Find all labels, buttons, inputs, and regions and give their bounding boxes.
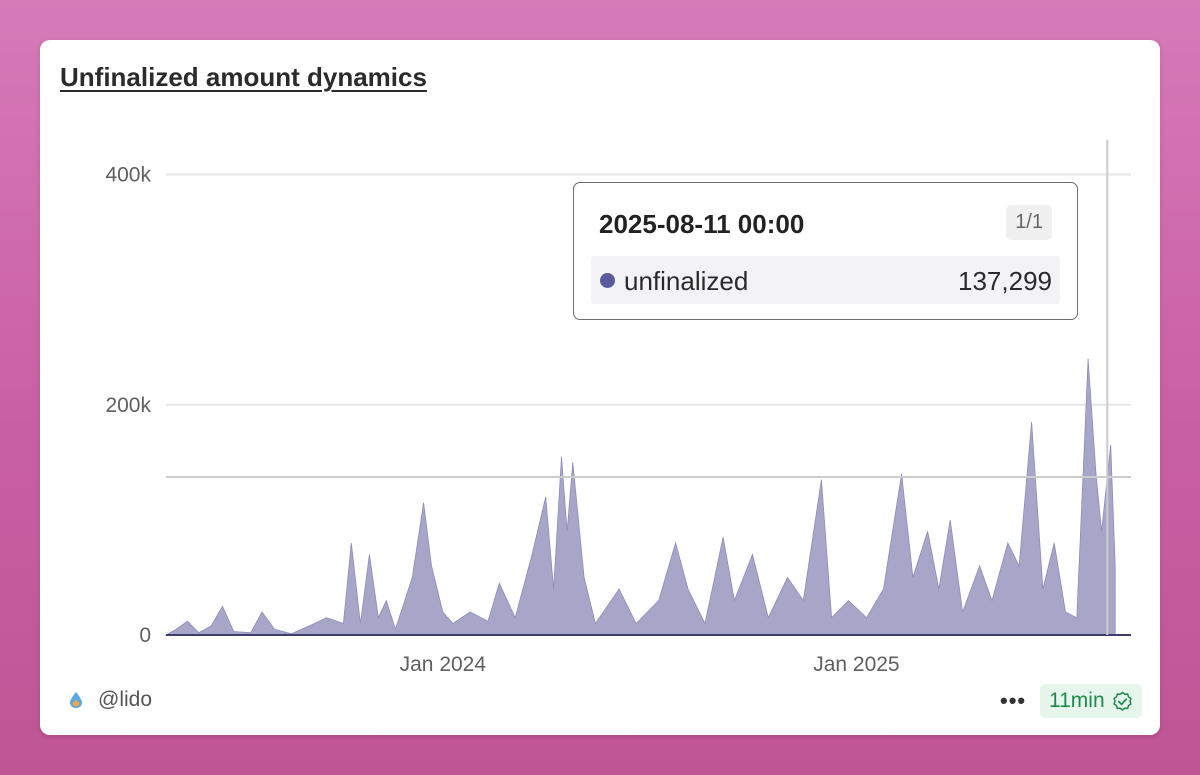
more-options-button[interactable]: ••• — [1000, 688, 1027, 713]
author-link[interactable]: @lido — [68, 687, 152, 713]
area-chart[interactable]: 0 200k 400k Jan 2024 Jan 2025 — [40, 40, 1160, 680]
tooltip-page-count: 1/1 — [1006, 205, 1052, 240]
freshness-badge[interactable]: 11min — [1040, 684, 1142, 718]
tooltip-series-value: 137,299 — [958, 266, 1052, 296]
y-tick-label: 200k — [105, 394, 151, 417]
x-tick-label: Jan 2025 — [813, 653, 899, 676]
chart-tooltip: 2025-08-11 00:00 1/1 unfinalized 137,299 — [573, 182, 1078, 320]
tooltip-date: 2025-08-11 00:00 — [599, 209, 805, 239]
chart-title[interactable]: Unfinalized amount dynamics — [60, 62, 427, 92]
x-tick-label: Jan 2024 — [400, 653, 487, 676]
y-tick-label: 0 — [139, 624, 151, 647]
series-dot-icon — [600, 273, 615, 288]
verified-check-icon — [1112, 691, 1132, 711]
series-area-unfinalized — [164, 358, 1116, 636]
lido-drop-icon — [70, 692, 82, 708]
chart-card: 0 200k 400k Jan 2024 Jan 2025 Unfinalized am… — [40, 40, 1160, 735]
y-tick-label: 400k — [105, 164, 151, 187]
freshness-text: 11min — [1049, 689, 1105, 712]
tooltip-series-name: unfinalized — [624, 266, 749, 296]
tooltip-series-row: unfinalized 137,299 — [591, 256, 1060, 304]
author-handle: @lido — [98, 688, 153, 711]
